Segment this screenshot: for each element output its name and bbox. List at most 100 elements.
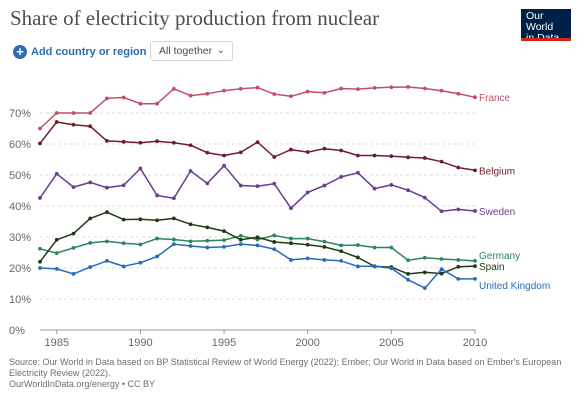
data-point-france (305, 89, 310, 94)
data-point-united-kingdom (322, 258, 327, 262)
data-point-france (422, 86, 427, 91)
data-point-germany (389, 245, 394, 250)
data-point-united-kingdom (305, 256, 310, 261)
data-point-united-kingdom (54, 267, 59, 271)
data-point-sweden (121, 183, 126, 188)
data-point-sweden (305, 190, 310, 195)
data-point-france (255, 85, 260, 90)
data-point-sweden (372, 186, 377, 191)
series-label-united-kingdom: United Kingdom (479, 281, 550, 292)
data-point-belgium (54, 120, 59, 124)
data-point-spain (71, 231, 76, 236)
data-point-united-kingdom (372, 264, 377, 269)
owid-logo[interactable]: Our World in Data (521, 9, 571, 44)
data-point-spain (473, 264, 477, 269)
data-point-united-kingdom (339, 258, 344, 263)
data-point-france (339, 86, 344, 91)
data-point-sweden (205, 181, 210, 186)
data-point-belgium (222, 153, 226, 158)
data-point-belgium (188, 143, 193, 148)
chart-footer: Source: Our World in Data based on BP St… (9, 357, 569, 390)
add-country-button[interactable]: + Add country or region (13, 43, 147, 61)
data-point-germany (71, 245, 76, 250)
data-point-sweden (456, 207, 461, 212)
y-tick-label: 50% (9, 170, 31, 182)
data-point-united-kingdom (238, 242, 243, 247)
x-tick-label: 1990 (128, 337, 152, 349)
data-point-belgium (305, 150, 310, 154)
data-point-spain (422, 270, 427, 275)
data-point-germany (205, 238, 210, 243)
plus-icon: + (13, 45, 27, 59)
data-point-france (389, 85, 394, 90)
y-tick-label: 70% (9, 108, 31, 120)
data-point-belgium (238, 150, 243, 155)
x-tick-label: 1995 (212, 337, 236, 349)
data-point-united-kingdom (121, 264, 126, 269)
data-point-united-kingdom (105, 258, 109, 263)
data-point-belgium (205, 150, 210, 155)
data-point-sweden (171, 196, 176, 201)
logo-line-1: Our World (526, 10, 554, 33)
logo-accent-bar (521, 38, 571, 41)
data-point-spain (272, 240, 277, 244)
data-point-belgium (105, 139, 109, 143)
data-point-belgium (422, 156, 427, 160)
data-point-united-kingdom (71, 271, 76, 276)
add-country-label: Add country or region (31, 46, 147, 58)
data-point-france (121, 95, 126, 100)
data-point-germany (54, 251, 59, 256)
data-point-belgium (406, 155, 410, 160)
data-point-france (272, 92, 277, 96)
series-label-sweden: Sweden (479, 207, 515, 218)
data-point-spain (439, 271, 444, 276)
data-point-united-kingdom (355, 264, 360, 269)
data-point-sweden (238, 183, 243, 188)
data-point-belgium (88, 124, 93, 129)
y-tick-label: 0% (9, 325, 25, 337)
series-line-france (39, 86, 476, 130)
x-tick-label: 2005 (379, 337, 403, 349)
data-point-sweden (322, 183, 327, 188)
series-label-belgium: Belgium (479, 166, 515, 177)
data-point-sweden (406, 188, 410, 193)
data-point-sweden (272, 181, 277, 186)
data-point-united-kingdom (422, 286, 427, 291)
data-point-france (456, 91, 461, 96)
data-point-united-kingdom (171, 242, 176, 247)
series-line-united-kingdom (39, 243, 475, 289)
data-point-spain (322, 245, 327, 249)
chevron-down-icon: ⌄ (216, 45, 225, 56)
data-point-germany (339, 243, 344, 248)
data-point-belgium (355, 153, 360, 158)
data-point-germany (105, 239, 109, 244)
data-point-spain (339, 249, 344, 254)
data-point-germany (355, 243, 360, 247)
data-point-germany (38, 246, 42, 251)
data-point-germany (305, 236, 310, 241)
data-point-germany (171, 237, 176, 242)
data-point-belgium (322, 146, 327, 151)
data-point-spain (88, 216, 93, 221)
data-point-sweden (71, 185, 76, 189)
data-point-united-kingdom (38, 266, 42, 270)
data-point-spain (155, 218, 160, 223)
data-point-germany (121, 241, 126, 246)
x-tick-label: 2000 (295, 337, 319, 349)
series-label-spain: Spain (479, 262, 505, 273)
data-point-belgium (121, 139, 126, 144)
data-point-germany (188, 239, 193, 244)
data-point-sweden (88, 180, 93, 185)
data-point-france (155, 101, 160, 106)
data-point-france (473, 95, 477, 100)
data-point-france (322, 90, 327, 95)
page-title: Share of electricity production from nuc… (10, 6, 380, 30)
data-point-belgium (38, 141, 42, 146)
facet-select[interactable]: All together ⌄ (150, 41, 233, 61)
data-point-united-kingdom (188, 244, 193, 248)
data-point-france (439, 88, 444, 93)
data-point-spain (121, 217, 126, 222)
data-point-sweden (389, 183, 394, 187)
data-point-sweden (473, 209, 477, 213)
y-tick-label: 20% (9, 263, 31, 275)
